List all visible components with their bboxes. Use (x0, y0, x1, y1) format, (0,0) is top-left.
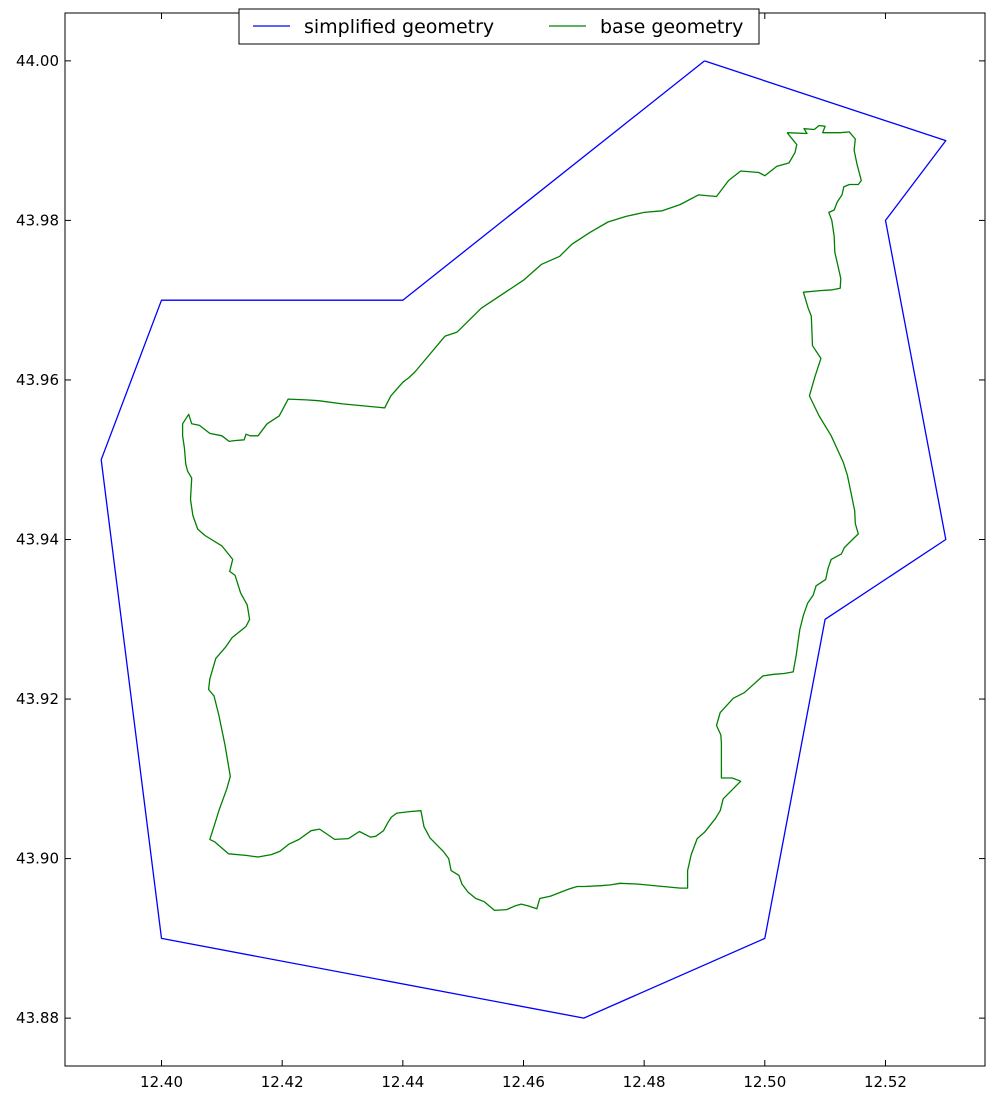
x-tick-label: 12.48 (623, 1073, 666, 1091)
legend-box (238, 8, 760, 45)
x-tick-label: 12.44 (381, 1073, 424, 1091)
legend-label-simplified-geometry: simplified geometry (304, 16, 494, 38)
legend-label-base-geometry: base geometry (600, 16, 743, 38)
series-line-simplified-geometry (100, 60, 947, 1019)
y-tick-label: 43.94 (16, 531, 59, 549)
x-tick-label: 12.40 (140, 1073, 183, 1091)
y-tick-label: 43.96 (16, 371, 59, 389)
x-tick-label: 12.52 (864, 1073, 907, 1091)
x-tick-label: 12.50 (743, 1073, 786, 1091)
y-tick-label: 43.90 (16, 850, 59, 868)
axis-ticks: 12.40 12.42 12.44 12.46 12.48 12.50 12.52 43.88… (16, 13, 985, 1091)
y-tick-label: 43.98 (16, 211, 59, 229)
plot-lines (100, 60, 947, 1019)
y-tick-label: 44.00 (16, 52, 59, 70)
y-tick-label: 43.92 (16, 690, 59, 708)
legend: simplified geometry base geometry (238, 8, 760, 45)
x-tick-label: 12.42 (261, 1073, 304, 1091)
series-line-base-geometry (181, 124, 862, 912)
y-tick-label: 43.88 (16, 1009, 59, 1027)
x-tick-label: 12.46 (502, 1073, 545, 1091)
